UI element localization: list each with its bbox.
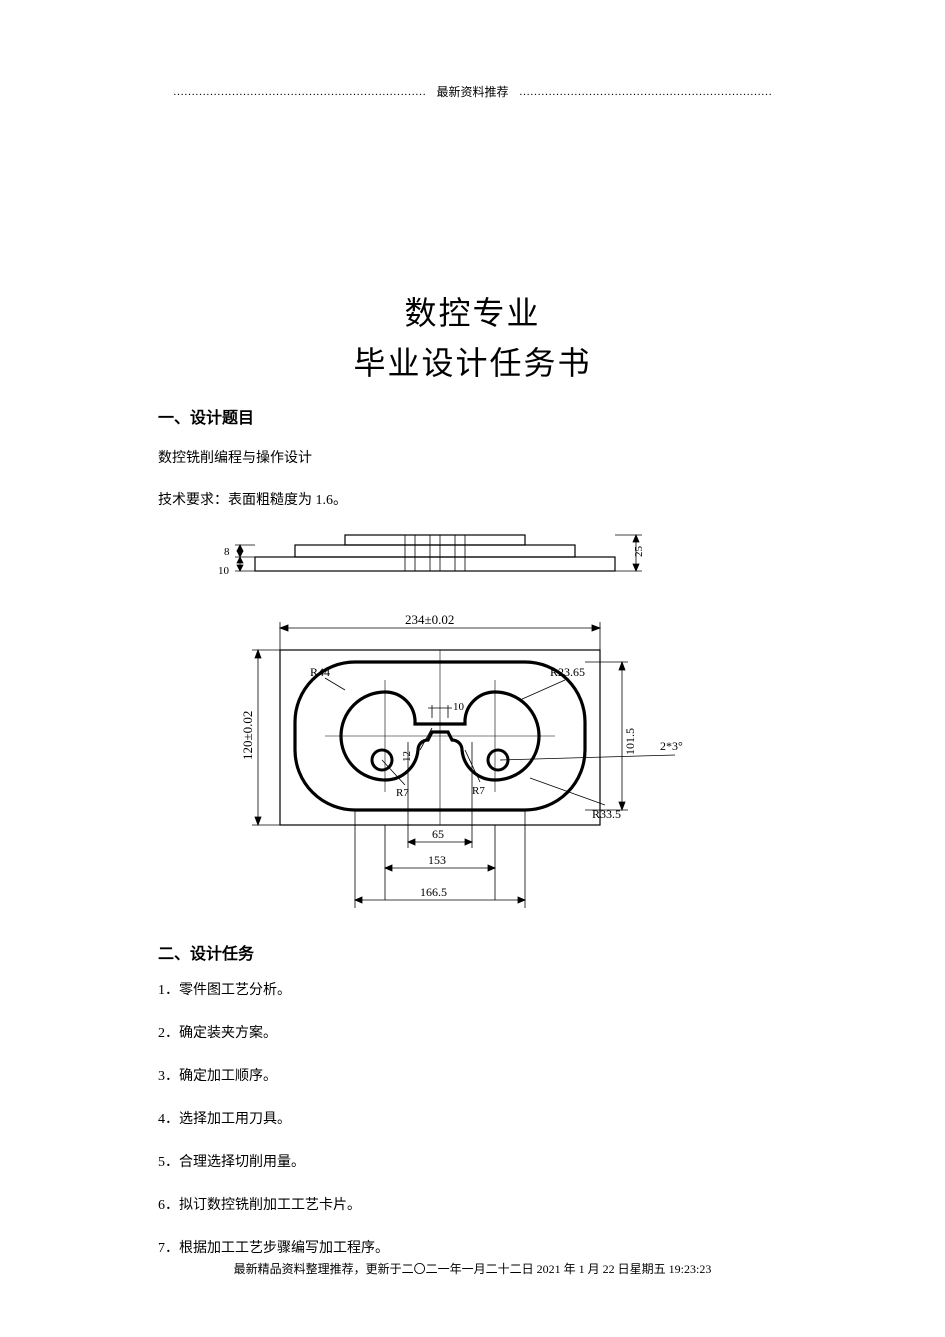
header-dots-right: …………………………………………………………… (511, 86, 781, 98)
technical-diagram: 8 10 25 (210, 515, 730, 915)
title-line-2: 毕业设计任务书 (0, 338, 945, 384)
dim-65: 65 (432, 827, 444, 841)
task-item-4: 4．选择加工用刀具。 (158, 1109, 389, 1130)
top-view: 234±0.02 120±0.02 101.5 R44 R23.65 R33.5 (240, 612, 683, 908)
section-1-para-1: 数控铣削编程与操作设计 (158, 448, 312, 469)
label-r33-5: R33.5 (592, 807, 621, 821)
dim-101-5: 101.5 (623, 728, 637, 755)
footer-text: 最新精品资料整理推荐，更新于二〇二一年一月二十二日 2021 年 1 月 22 … (0, 1260, 945, 1277)
header-dots-left: …………………………………………………………… (164, 86, 434, 98)
section-1-heading: 一、设计题目 (158, 404, 254, 428)
task-item-7: 7．根据加工工艺步骤编写加工程序。 (158, 1238, 389, 1259)
title-line-1: 数控专业 (0, 288, 945, 334)
dim-153: 153 (428, 853, 446, 867)
task-item-2: 2．确定装夹方案。 (158, 1023, 389, 1044)
task-list: 1．零件图工艺分析。 2．确定装夹方案。 3．确定加工顺序。 4．选择加工用刀具… (158, 980, 389, 1281)
header-rule: ……………………………………………………………最新资料推荐……………………………… (135, 83, 810, 100)
label-r7-right: R7 (472, 785, 485, 797)
side-view: 8 10 25 (218, 535, 645, 577)
label-r23-65: R23.65 (550, 665, 585, 679)
section-2-heading: 二、设计任务 (158, 940, 254, 964)
title-block: 数控专业 毕业设计任务书 (0, 288, 945, 384)
dim-166-5: 166.5 (420, 885, 447, 899)
label-r7-left: R7 (396, 787, 409, 799)
dim-234: 234±0.02 (405, 612, 454, 627)
task-item-3: 3．确定加工顺序。 (158, 1066, 389, 1087)
label-r44: R44 (310, 665, 330, 679)
section-1-para-2: 技术要求：表面粗糙度为 1.6。 (158, 490, 347, 511)
task-item-5: 5．合理选择切削用量。 (158, 1152, 389, 1173)
dim-120: 120±0.02 (240, 711, 255, 760)
dim-10: 10 (218, 565, 230, 577)
header-text: 最新资料推荐 (434, 83, 510, 100)
dim-8: 8 (224, 546, 230, 558)
task-item-1: 1．零件图工艺分析。 (158, 980, 389, 1001)
dim-25: 25 (633, 546, 645, 558)
label-angle: 2*3° (660, 739, 683, 753)
label-10: 10 (453, 701, 465, 713)
task-item-6: 6．拟订数控铣削加工工艺卡片。 (158, 1195, 389, 1216)
label-12: 12 (401, 751, 413, 762)
